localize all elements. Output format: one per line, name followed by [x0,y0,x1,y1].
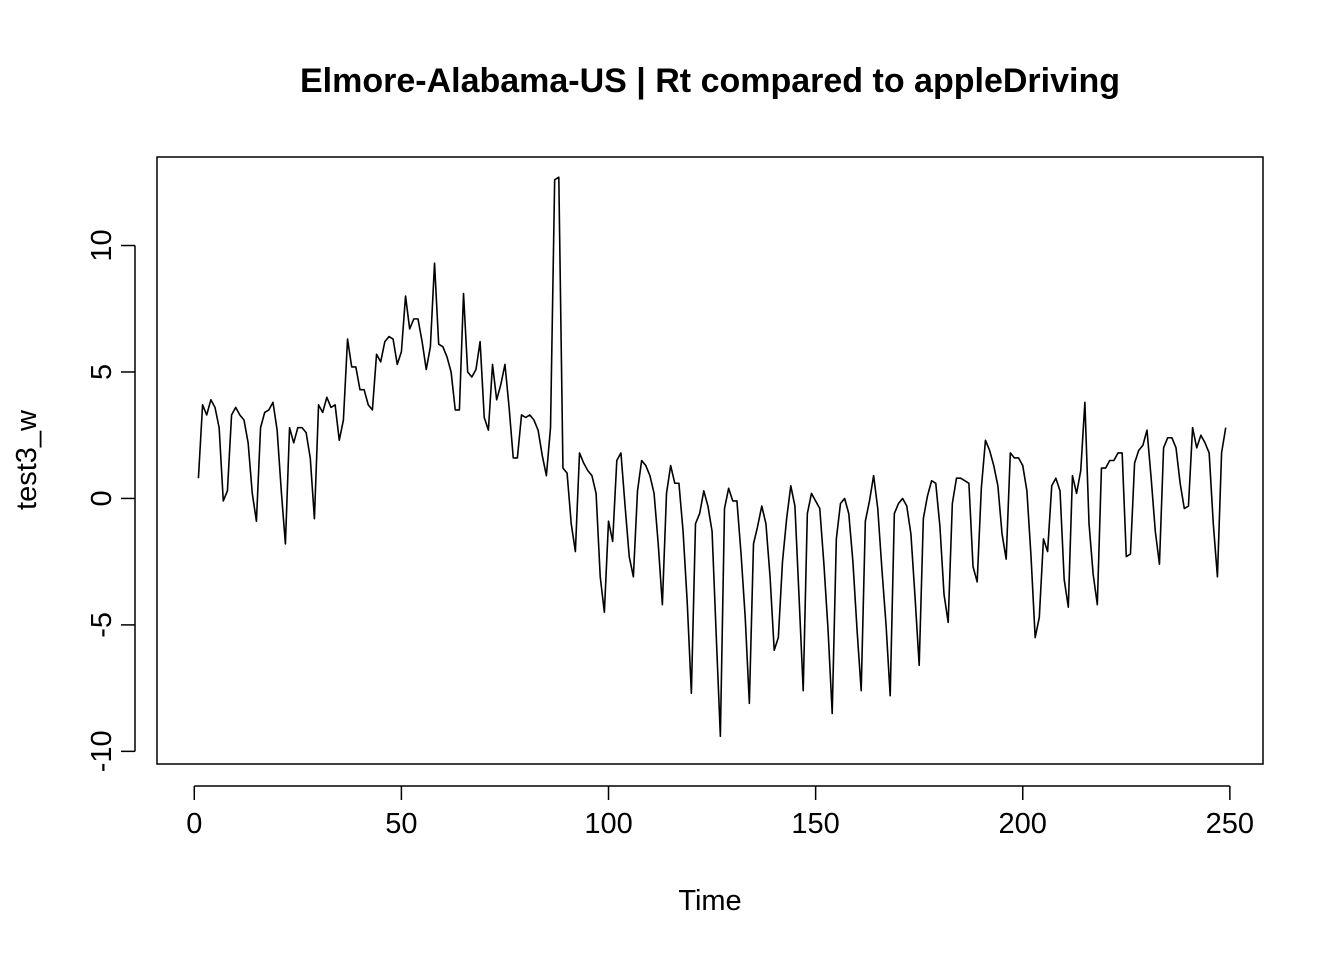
x-tick-label: 100 [584,808,632,840]
y-axis-label: test3_w [11,409,43,510]
x-tick-label: 200 [999,808,1047,840]
x-tick-label: 150 [791,808,839,840]
plot-frame [156,156,1264,765]
x-axis: 0 50 100 150 200 250 [186,785,1254,840]
y-tick-label: 5 [86,364,118,380]
series-line [197,176,1227,737]
y-axis: -10 -5 0 5 10 [86,229,136,772]
x-axis-label: Time [678,885,741,917]
x-tick-label: 250 [1206,808,1254,840]
y-tick-label: 10 [86,229,118,261]
x-tick-label: 0 [186,808,202,840]
y-tick-label: -10 [86,730,118,772]
x-tick-label: 50 [385,808,417,840]
chart-title: Elmore-Alabama-US | Rt compared to apple… [300,62,1120,100]
y-tick-label: -5 [86,612,118,638]
y-tick-label: 0 [86,490,118,506]
